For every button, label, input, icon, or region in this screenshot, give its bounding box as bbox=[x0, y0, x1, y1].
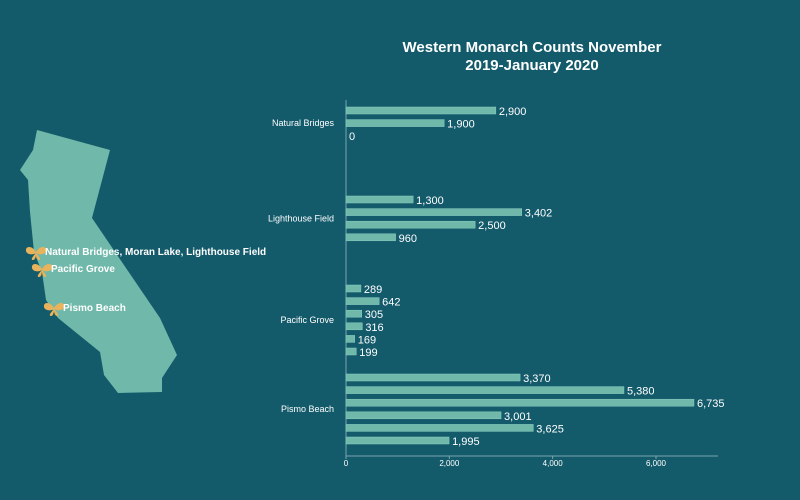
bar-value-label: 199 bbox=[359, 347, 377, 359]
california-shape bbox=[20, 130, 177, 393]
bar bbox=[345, 436, 450, 445]
bar bbox=[345, 309, 363, 318]
category-label: Pacific Grove bbox=[280, 315, 334, 325]
chart-title-line-2: 2019-January 2020 bbox=[465, 57, 598, 74]
bar bbox=[345, 347, 357, 356]
bar-value-label: 3,625 bbox=[536, 423, 564, 435]
bar bbox=[345, 220, 476, 229]
bar-value-label: 2,500 bbox=[478, 220, 506, 232]
map-labels: Natural Bridges, Moran Lake, Lighthouse … bbox=[25, 247, 266, 316]
category-labels: Natural Bridges Lighthouse Field Pacific G… bbox=[268, 118, 335, 414]
butterfly-icon bbox=[31, 264, 53, 277]
x-axis-ticks: 0 2,000 4,000 6,000 bbox=[344, 456, 667, 468]
bar-value-label: 2,900 bbox=[499, 106, 527, 118]
bar-value-label: 3,370 bbox=[523, 373, 551, 385]
butterfly-icon bbox=[25, 247, 47, 260]
bar-series: 2,900 1,900 0 1,300 3,402 2,500 960 28964230531… bbox=[345, 106, 725, 448]
category-label: Pismo Beach bbox=[281, 404, 334, 414]
x-tick-label: 2,000 bbox=[439, 459, 460, 468]
bar-value-label: 642 bbox=[382, 297, 400, 309]
bar-value-label: 316 bbox=[365, 322, 383, 334]
bar-value-label: 3,001 bbox=[504, 411, 532, 423]
map-location-label: Pismo Beach bbox=[63, 303, 126, 314]
x-tick-label: 4,000 bbox=[543, 459, 564, 468]
bar-value-label: 960 bbox=[399, 233, 417, 245]
butterfly-icon bbox=[43, 303, 65, 316]
bar bbox=[345, 335, 355, 343]
bar-value-label: 5,380 bbox=[627, 386, 655, 398]
bar-value-label: 289 bbox=[364, 284, 382, 296]
bar bbox=[345, 386, 625, 394]
bar bbox=[345, 373, 521, 382]
map-location-label: Natural Bridges, Moran Lake, Lighthouse … bbox=[45, 247, 266, 258]
bar bbox=[345, 195, 414, 204]
bar bbox=[345, 208, 523, 216]
x-tick-label: 0 bbox=[344, 459, 349, 468]
bar bbox=[345, 119, 445, 127]
bar-value-label: 169 bbox=[358, 334, 376, 346]
category-label: Natural Bridges bbox=[272, 118, 335, 128]
bar bbox=[345, 322, 363, 331]
bar bbox=[345, 411, 502, 420]
bar-value-label: 1,300 bbox=[416, 195, 444, 207]
bar-value-label: 1,995 bbox=[452, 436, 480, 448]
map-location-label: Pacific Grove bbox=[51, 264, 115, 275]
category-label: Lighthouse Field bbox=[268, 213, 334, 223]
chart-title-line-1: Western Monarch Counts November bbox=[403, 39, 662, 56]
bar bbox=[345, 297, 380, 305]
bar bbox=[345, 284, 362, 293]
x-tick-label: 6,000 bbox=[646, 459, 667, 468]
bar bbox=[345, 106, 497, 115]
bar bbox=[345, 424, 534, 432]
bar-value-label: 0 bbox=[349, 131, 355, 143]
bar-value-label: 6,735 bbox=[697, 398, 725, 410]
bar-value-label: 3,402 bbox=[525, 208, 553, 220]
bar-value-label: 1,900 bbox=[447, 119, 475, 131]
bar-value-label: 305 bbox=[365, 309, 383, 321]
bar bbox=[345, 398, 695, 407]
california-map bbox=[20, 130, 177, 393]
bar bbox=[345, 233, 396, 242]
